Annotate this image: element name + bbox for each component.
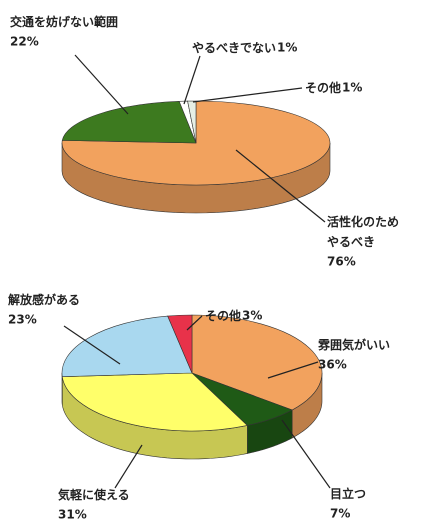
label-line: 解放感がある (8, 292, 80, 307)
slice-value-label: 3% (242, 309, 262, 323)
slice-label: 雰囲気がいい (318, 337, 390, 352)
slice (61, 372, 248, 432)
slice-label: 交通を妨げない範囲 (10, 14, 118, 29)
label-line: やるべき (327, 235, 375, 249)
slice-value-label: 1% (342, 81, 362, 95)
slice-value-label: 1% (277, 41, 297, 55)
slice (61, 101, 197, 144)
slice-label: 解放感がある (8, 292, 80, 307)
slice (167, 314, 193, 374)
slice-label: その他 (305, 80, 341, 95)
slice (191, 314, 323, 411)
slice-label: 気軽に使える (58, 487, 130, 502)
leader-line (186, 315, 203, 331)
slice-label: 活性化のためやるべき (327, 214, 399, 249)
label-line: 活性化のため (327, 214, 399, 229)
leader-line (183, 55, 201, 105)
slice-label: やるべきでない (192, 41, 276, 55)
label-line: 交通を妨げない範囲 (10, 14, 118, 29)
leader-line (235, 149, 326, 223)
slice-value-label: 31% (58, 508, 87, 522)
label-line: やるべきでない (192, 41, 276, 55)
leader-line (74, 54, 129, 115)
leader-line (267, 361, 319, 379)
leader-line (114, 444, 143, 489)
leader-line (281, 419, 331, 489)
slice (61, 315, 193, 377)
label-line: 気軽に使える (58, 487, 130, 502)
pie-tops (61, 100, 331, 186)
label-line: その他 (305, 80, 341, 95)
pie-tops (61, 314, 323, 432)
label-line: その他 (205, 308, 241, 323)
slice-label: 目立つ (330, 486, 366, 501)
slice (187, 100, 197, 144)
slice-label: その他 (205, 308, 241, 323)
leader-line (63, 325, 121, 365)
slice-value-label: 22% (10, 35, 39, 49)
label-line: 雰囲気がいい (318, 337, 390, 352)
label-line: 目立つ (330, 486, 366, 501)
slice-value-label: 76% (327, 255, 356, 269)
slice-value-label: 23% (8, 313, 37, 327)
slice-value-label: 7% (330, 507, 350, 521)
slice-value-label: 36% (318, 358, 347, 372)
leader-line (192, 87, 303, 103)
